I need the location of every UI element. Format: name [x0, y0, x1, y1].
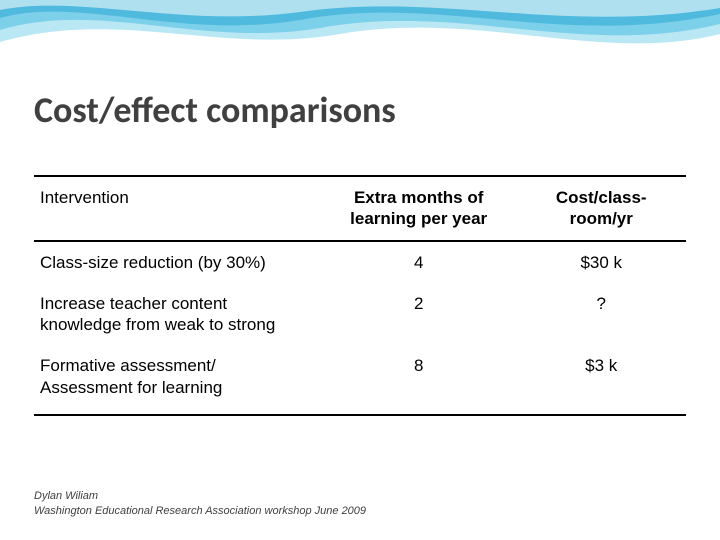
cell-intervention: Increase teacher contentknowledge from w… [34, 283, 321, 346]
table-row: Increase teacher contentknowledge from w… [34, 283, 686, 346]
wave-back [0, 0, 720, 43]
cell-months: 8 [321, 345, 517, 415]
wave-highlight [0, 0, 720, 17]
footer-line-1: Dylan Wiliam [34, 489, 366, 503]
cell-intervention: Class-size reduction (by 30%) [34, 241, 321, 283]
wave-mid [0, 0, 720, 35]
cell-months: 2 [321, 283, 517, 346]
slide: Cost/effect comparisons Intervention Ext… [0, 0, 720, 540]
cell-cost: ? [516, 283, 686, 346]
footer-line-2: Washington Educational Research Associat… [34, 504, 366, 518]
col-header-months: Extra months oflearning per year [321, 176, 517, 241]
header-wave-decoration [0, 0, 720, 90]
col-header-cost: Cost/class-room/yr [516, 176, 686, 241]
table-row: Class-size reduction (by 30%) 4 $30 k [34, 241, 686, 283]
table-header-row: Intervention Extra months oflearning per… [34, 176, 686, 241]
cell-months: 4 [321, 241, 517, 283]
table-row: Formative assessment/Assessment for lear… [34, 345, 686, 415]
footer-credit: Dylan Wiliam Washington Educational Rese… [34, 489, 366, 518]
cell-cost: $3 k [516, 345, 686, 415]
comparison-table: Intervention Extra months oflearning per… [34, 175, 686, 416]
cell-intervention: Formative assessment/Assessment for lear… [34, 345, 321, 415]
cell-cost: $30 k [516, 241, 686, 283]
col-header-intervention: Intervention [34, 176, 321, 241]
wave-front [0, 0, 720, 26]
slide-title: Cost/effect comparisons [34, 88, 396, 132]
